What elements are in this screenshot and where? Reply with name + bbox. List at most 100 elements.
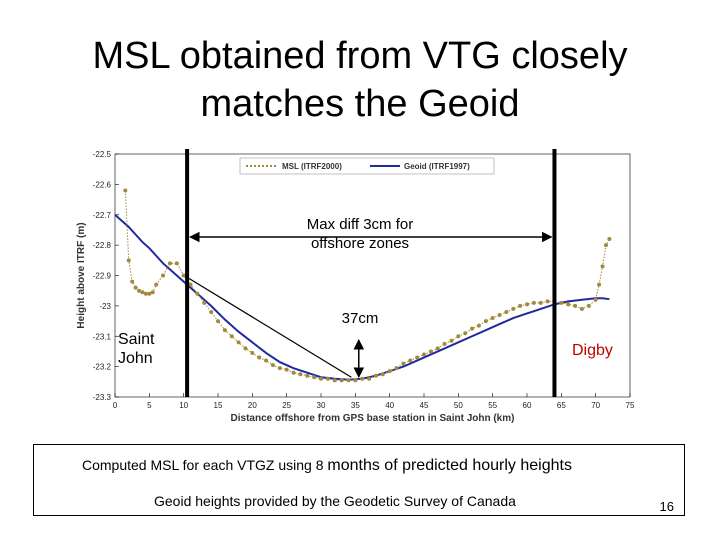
msl-point [428,349,433,354]
legend-box [239,157,495,175]
msl-point [442,341,447,346]
msl-point [236,340,241,345]
msl-point [525,302,529,307]
footer-line-1-part-1: Computed MSL for each VTGZ using 8 [82,457,328,473]
x-tick-label: 30 [317,401,326,410]
msl-point [257,355,262,360]
msl-point [579,306,584,311]
msl-point [394,366,399,371]
msl-point [476,323,481,328]
footer-line-1-part-2: months of predicted hourly heights [327,457,572,474]
msl-point [126,258,131,263]
legend-msl-label: MSL (ITRF2000) [282,162,342,171]
msl-point [277,366,282,371]
msl-point [147,291,152,296]
y-tick-label: -22.6 [93,180,112,189]
max-diff-callout: Max diff 3cm for offshore zones [280,215,440,253]
msl-point [456,334,461,339]
saint-john-line-1: Saint [118,331,155,348]
msl-point [497,312,502,317]
slide-title-line-1: MSL obtained from VTG closely [92,35,628,77]
x-tick-label: 35 [351,401,360,410]
y-tick-label: -23.2 [93,363,112,372]
x-tick-label: 60 [523,401,532,410]
footer-line-1: Computed MSL for each VTGZ using 8 month… [82,457,572,475]
msl-point [137,288,142,293]
msl-point [607,237,612,242]
x-tick-label: 5 [147,401,152,410]
legend-geoid-label: Geoid (ITRF1997) [404,162,470,171]
msl-point [167,261,172,266]
msl-point [264,358,269,363]
x-axis-label: Distance offshore from GPS base station … [231,413,515,424]
y-tick-label: -23 [99,302,111,311]
y-tick-label: -22.5 [93,150,112,159]
y-axis-label: Height above ITRF (m) [76,222,87,328]
msl-point [150,290,155,295]
msl-geoid-chart: -22.5 -22.6 -22.7 -22.8 -22.9 -23 -23.1 -23.2 -2… [76,149,635,424]
msl-point [463,331,468,336]
msl-point [209,309,214,314]
msl-point [353,378,358,383]
y-tick-label: -23.3 [93,393,112,402]
msl-point [305,373,310,378]
msl-point [380,372,385,377]
msl-point [222,328,227,333]
msl-point [603,243,608,248]
msl-point [538,300,543,305]
x-tick-label: 70 [591,401,600,410]
saint-john-label: Saint John [118,330,168,368]
msl-point [559,300,564,305]
msl-point [586,303,591,308]
msl-point [490,316,495,321]
msl-point [511,306,516,311]
x-tick-label: 65 [557,401,566,410]
msl-point [195,291,200,296]
msl-point [435,346,440,351]
msl-point [408,358,413,363]
msl-point [373,373,378,378]
slide-title: MSL obtained from VTG closely matches th… [40,32,680,128]
msl-point [545,299,550,304]
msl-point [566,302,571,307]
diff-37cm-callout: 37cm [341,310,379,327]
max-diff-line-2: offshore zones [310,235,410,252]
msl-point [597,282,602,287]
msl-point [133,285,138,290]
msl-point [325,376,330,381]
msl-point [143,291,148,296]
msl-point [600,264,605,269]
msl-point [229,334,234,339]
x-tick-label: 25 [282,401,291,410]
msl-point [181,273,186,278]
msl-point [140,290,145,295]
msl-point [250,350,255,355]
page-number: 16 [659,499,674,514]
msl-point [339,378,344,383]
msl-point [422,352,426,357]
msl-point [123,188,128,193]
msl-point [415,355,420,360]
msl-point [291,370,296,375]
msl-point [312,375,317,380]
footer-line-2: Geoid heights provided by the Geodetic S… [154,493,516,509]
y-tick-label: -22.9 [93,272,112,281]
msl-point [284,367,289,372]
x-tick-label: 40 [385,401,394,410]
msl-point [470,326,475,331]
x-tick-label: 0 [113,401,118,410]
x-tick-label: 75 [626,401,635,410]
msl-point [298,372,303,377]
msl-point [202,300,207,305]
msl-point [518,303,523,308]
y-tick-label: -22.7 [93,211,112,220]
diagonal-guide-line [188,278,352,378]
msl-point [531,300,536,305]
x-tick-label: 45 [420,401,429,410]
x-tick-label: 50 [454,401,463,410]
msl-point [346,378,351,383]
y-tick-label: -23.1 [93,332,112,341]
msl-point [188,282,193,287]
msl-point [243,346,248,351]
saint-john-line-2: John [118,350,153,367]
